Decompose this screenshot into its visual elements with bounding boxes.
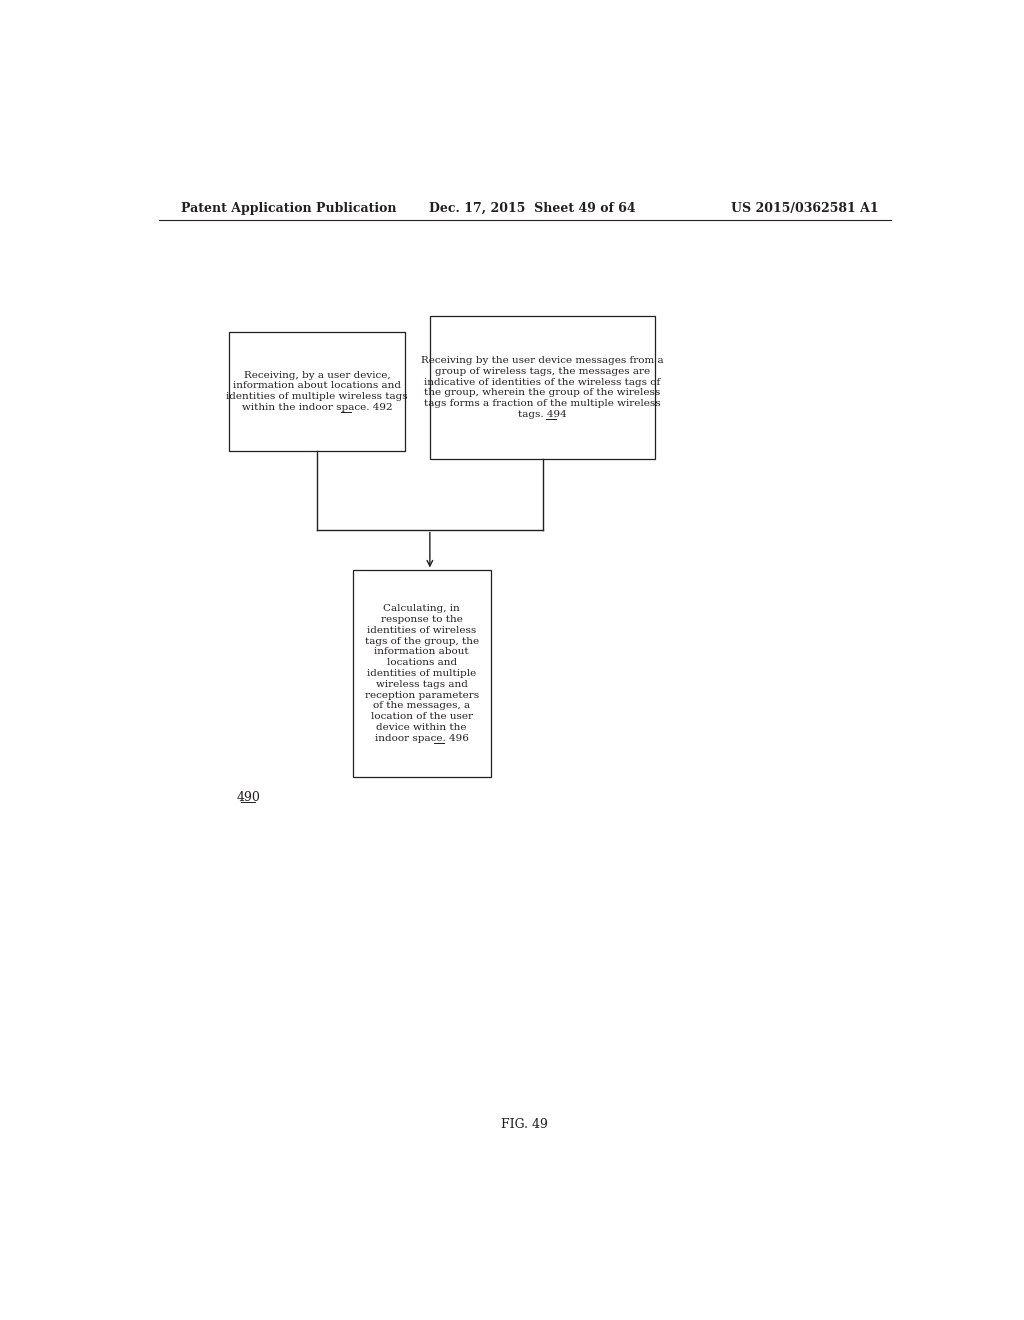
Text: indicative of identities of the wireless tags of: indicative of identities of the wireless… — [425, 378, 660, 387]
Text: identities of wireless: identities of wireless — [367, 626, 476, 635]
Text: reception parameters: reception parameters — [365, 690, 479, 700]
Bar — [352, 570, 490, 776]
Text: response to the: response to the — [381, 615, 463, 624]
Text: information about: information about — [375, 648, 469, 656]
Text: identities of multiple wireless tags: identities of multiple wireless tags — [226, 392, 408, 401]
Text: Calculating, in: Calculating, in — [383, 605, 460, 614]
Text: locations and: locations and — [387, 659, 457, 667]
Text: Receiving, by a user device,: Receiving, by a user device, — [244, 371, 390, 380]
Text: of the messages, a: of the messages, a — [373, 701, 470, 710]
Text: 490: 490 — [237, 791, 260, 804]
Text: US 2015/0362581 A1: US 2015/0362581 A1 — [731, 202, 879, 215]
Text: Receiving by the user device messages from a: Receiving by the user device messages fr… — [421, 356, 664, 366]
Text: group of wireless tags, the messages are: group of wireless tags, the messages are — [435, 367, 650, 376]
Text: location of the user: location of the user — [371, 713, 473, 721]
Text: wireless tags and: wireless tags and — [376, 680, 468, 689]
Bar — [228, 331, 406, 451]
Text: the group, wherein the group of the wireless: the group, wherein the group of the wire… — [425, 388, 660, 397]
Text: tags. 494: tags. 494 — [518, 411, 567, 418]
Text: identities of multiple: identities of multiple — [367, 669, 476, 678]
Text: tags of the group, the: tags of the group, the — [365, 636, 479, 645]
Text: tags forms a fraction of the multiple wireless: tags forms a fraction of the multiple wi… — [424, 399, 660, 408]
Text: within the indoor space. 492: within the indoor space. 492 — [242, 403, 392, 412]
Text: FIG. 49: FIG. 49 — [502, 1118, 548, 1131]
Text: device within the: device within the — [377, 723, 467, 731]
Text: information about locations and: information about locations and — [233, 381, 401, 391]
Bar — [430, 317, 655, 459]
Text: indoor space. 496: indoor space. 496 — [375, 734, 469, 743]
Text: Dec. 17, 2015  Sheet 49 of 64: Dec. 17, 2015 Sheet 49 of 64 — [429, 202, 635, 215]
Text: Patent Application Publication: Patent Application Publication — [180, 202, 396, 215]
